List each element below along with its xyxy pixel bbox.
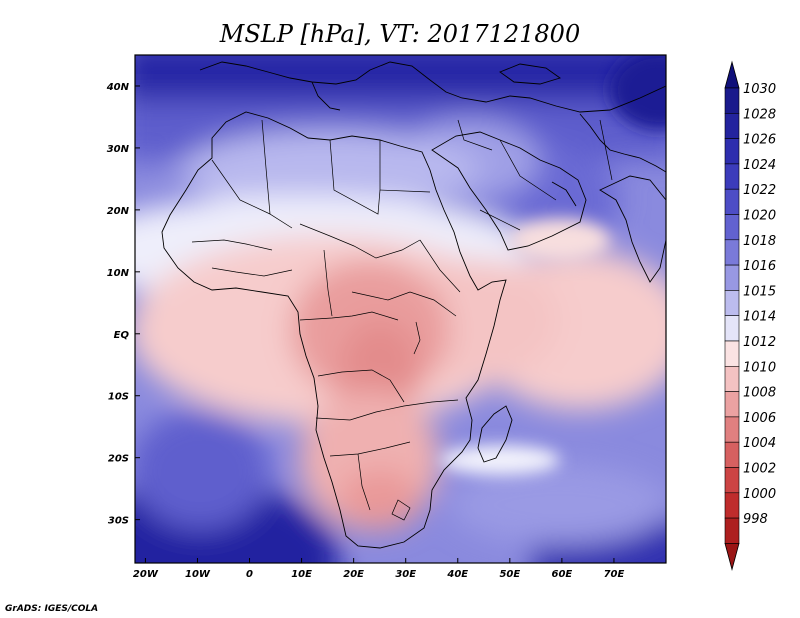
colorbar-swatch [724, 214, 740, 241]
colorbar-swatch [724, 188, 740, 215]
grads-credit: GrADS: IGES/COLA [5, 604, 98, 614]
colorbar: 1030 1028 1026 1024 1022 1020 1018 1016 1015 1014… [724, 60, 776, 571]
colorbar-swatch [724, 441, 740, 468]
colorbar-label: 1014 [743, 310, 776, 325]
x-tick-label: 20E [343, 569, 364, 580]
colorbar-swatch [724, 315, 740, 342]
colorbar-label: 1020 [743, 209, 776, 224]
colorbar-top-arrow [724, 60, 740, 89]
colorbar-swatch [724, 113, 740, 139]
colorbar-label: 1002 [743, 462, 776, 477]
pressure-field [135, 55, 666, 563]
y-tick-label: 20S [108, 454, 129, 465]
x-tick-label: 70E [604, 569, 625, 580]
colorbar-swatch [724, 87, 740, 114]
colorbar-bottom-arrow [724, 543, 740, 571]
map-frame [134, 54, 667, 564]
y-tick-label: 10N [107, 268, 130, 279]
x-tick-label: 10E [291, 569, 312, 580]
x-tick-label: 60E [552, 569, 573, 580]
colorbar-swatch [724, 365, 740, 392]
colorbar-label: 1015 [743, 284, 776, 299]
x-tick-label: 10W [185, 569, 211, 580]
chart-title: MSLP [hPa], VT: 2017121800 [219, 20, 580, 48]
y-axis-ticks: 40N 30N 20N 10N EQ 10S 20S 30S [106, 82, 140, 527]
colorbar-label: 1028 [743, 107, 776, 122]
y-tick-label: 40N [106, 82, 130, 93]
colorbar-swatch [724, 239, 740, 266]
x-axis-ticks: 20W 10W 0 10E 20E 30E 40E 50E 60E 70E [133, 558, 625, 580]
x-tick-label: 50E [499, 569, 520, 580]
colorbar-swatch [724, 138, 740, 165]
colorbar-label: 1018 [743, 234, 776, 249]
colorbar-label: 1008 [743, 386, 776, 401]
y-tick-label: 30N [107, 144, 130, 155]
colorbar-label: 1004 [743, 436, 776, 451]
x-tick-label: 0 [246, 569, 253, 580]
colorbar-label: 1010 [743, 360, 776, 375]
colorbar-swatch [724, 467, 740, 494]
colorbar-label: 1016 [743, 259, 776, 274]
colorbar-label: 998 [743, 512, 768, 527]
colorbar-label: 1012 [743, 335, 776, 350]
colorbar-swatch [724, 391, 740, 418]
y-tick-label: 20N [107, 206, 130, 217]
colorbar-swatch [724, 264, 740, 291]
colorbar-swatch [724, 492, 740, 519]
x-tick-label: 30E [395, 569, 416, 580]
colorbar-label: 1006 [743, 411, 776, 426]
y-tick-label: 30S [108, 516, 129, 527]
x-tick-label: 20W [133, 569, 159, 580]
colorbar-swatch [724, 517, 740, 544]
colorbar-label: 1030 [743, 82, 776, 97]
y-tick-label: 10S [108, 392, 129, 403]
colorbar-label: 1026 [743, 133, 776, 148]
colorbar-label: 1022 [743, 183, 776, 198]
colorbar-label: 1024 [743, 158, 776, 173]
colorbar-swatch [724, 416, 740, 443]
y-tick-label: EQ [114, 330, 130, 341]
country-borders [191, 119, 613, 521]
colorbar-swatch [724, 340, 740, 367]
colorbar-label: 1000 [743, 487, 776, 502]
colorbar-swatch [724, 290, 740, 316]
coastlines [161, 61, 666, 549]
x-tick-label: 40E [446, 569, 468, 580]
colorbar-swatch [724, 163, 740, 190]
